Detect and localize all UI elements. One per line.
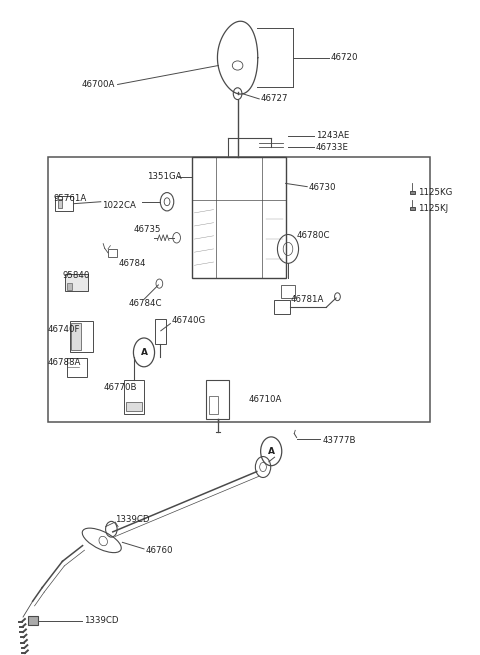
Bar (281, 285, 295, 298)
Bar (65, 274, 88, 291)
Bar (67, 283, 72, 290)
Text: 46735: 46735 (133, 225, 161, 234)
Text: 43777B: 43777B (323, 436, 356, 445)
Bar (28, 616, 38, 625)
Bar (70, 321, 93, 352)
Text: 46780C: 46780C (296, 231, 330, 240)
Text: 46740F: 46740F (48, 325, 81, 334)
Bar (274, 300, 290, 314)
Text: 46788A: 46788A (48, 358, 82, 367)
Bar (410, 191, 415, 194)
Text: 46784C: 46784C (129, 299, 162, 308)
Bar (410, 207, 415, 210)
Bar (48, 157, 430, 422)
Bar (67, 358, 87, 377)
Text: 95761A: 95761A (54, 194, 87, 203)
Text: 1125KJ: 1125KJ (418, 204, 448, 214)
Text: 1339CD: 1339CD (115, 515, 150, 524)
Bar (209, 396, 218, 414)
Bar (71, 323, 81, 350)
Bar (126, 402, 142, 411)
Bar (58, 199, 62, 208)
Bar (155, 319, 166, 344)
Text: 46700A: 46700A (82, 80, 115, 89)
Text: 46730: 46730 (309, 183, 336, 192)
Text: 46784: 46784 (119, 259, 146, 268)
Bar (206, 380, 229, 419)
Text: A: A (141, 348, 147, 357)
Text: 46710A: 46710A (249, 395, 282, 404)
Text: 1339CD: 1339CD (84, 616, 119, 626)
Text: 46760: 46760 (145, 546, 173, 555)
Text: 1022CA: 1022CA (102, 201, 136, 210)
Text: 46733E: 46733E (316, 143, 349, 152)
Text: 1351GA: 1351GA (147, 172, 182, 181)
Text: 46727: 46727 (261, 94, 288, 103)
Text: A: A (268, 447, 275, 456)
Text: 1243AE: 1243AE (316, 131, 349, 140)
Text: 46770B: 46770B (103, 383, 137, 392)
Text: 95840: 95840 (62, 271, 90, 280)
Bar (55, 196, 73, 211)
Text: 1125KG: 1125KG (418, 188, 452, 197)
Text: 46740G: 46740G (172, 316, 206, 326)
Text: 46781A: 46781A (290, 295, 324, 304)
Bar (124, 380, 144, 414)
Bar (108, 249, 117, 257)
Text: 46720: 46720 (330, 53, 358, 62)
Bar (192, 157, 286, 278)
